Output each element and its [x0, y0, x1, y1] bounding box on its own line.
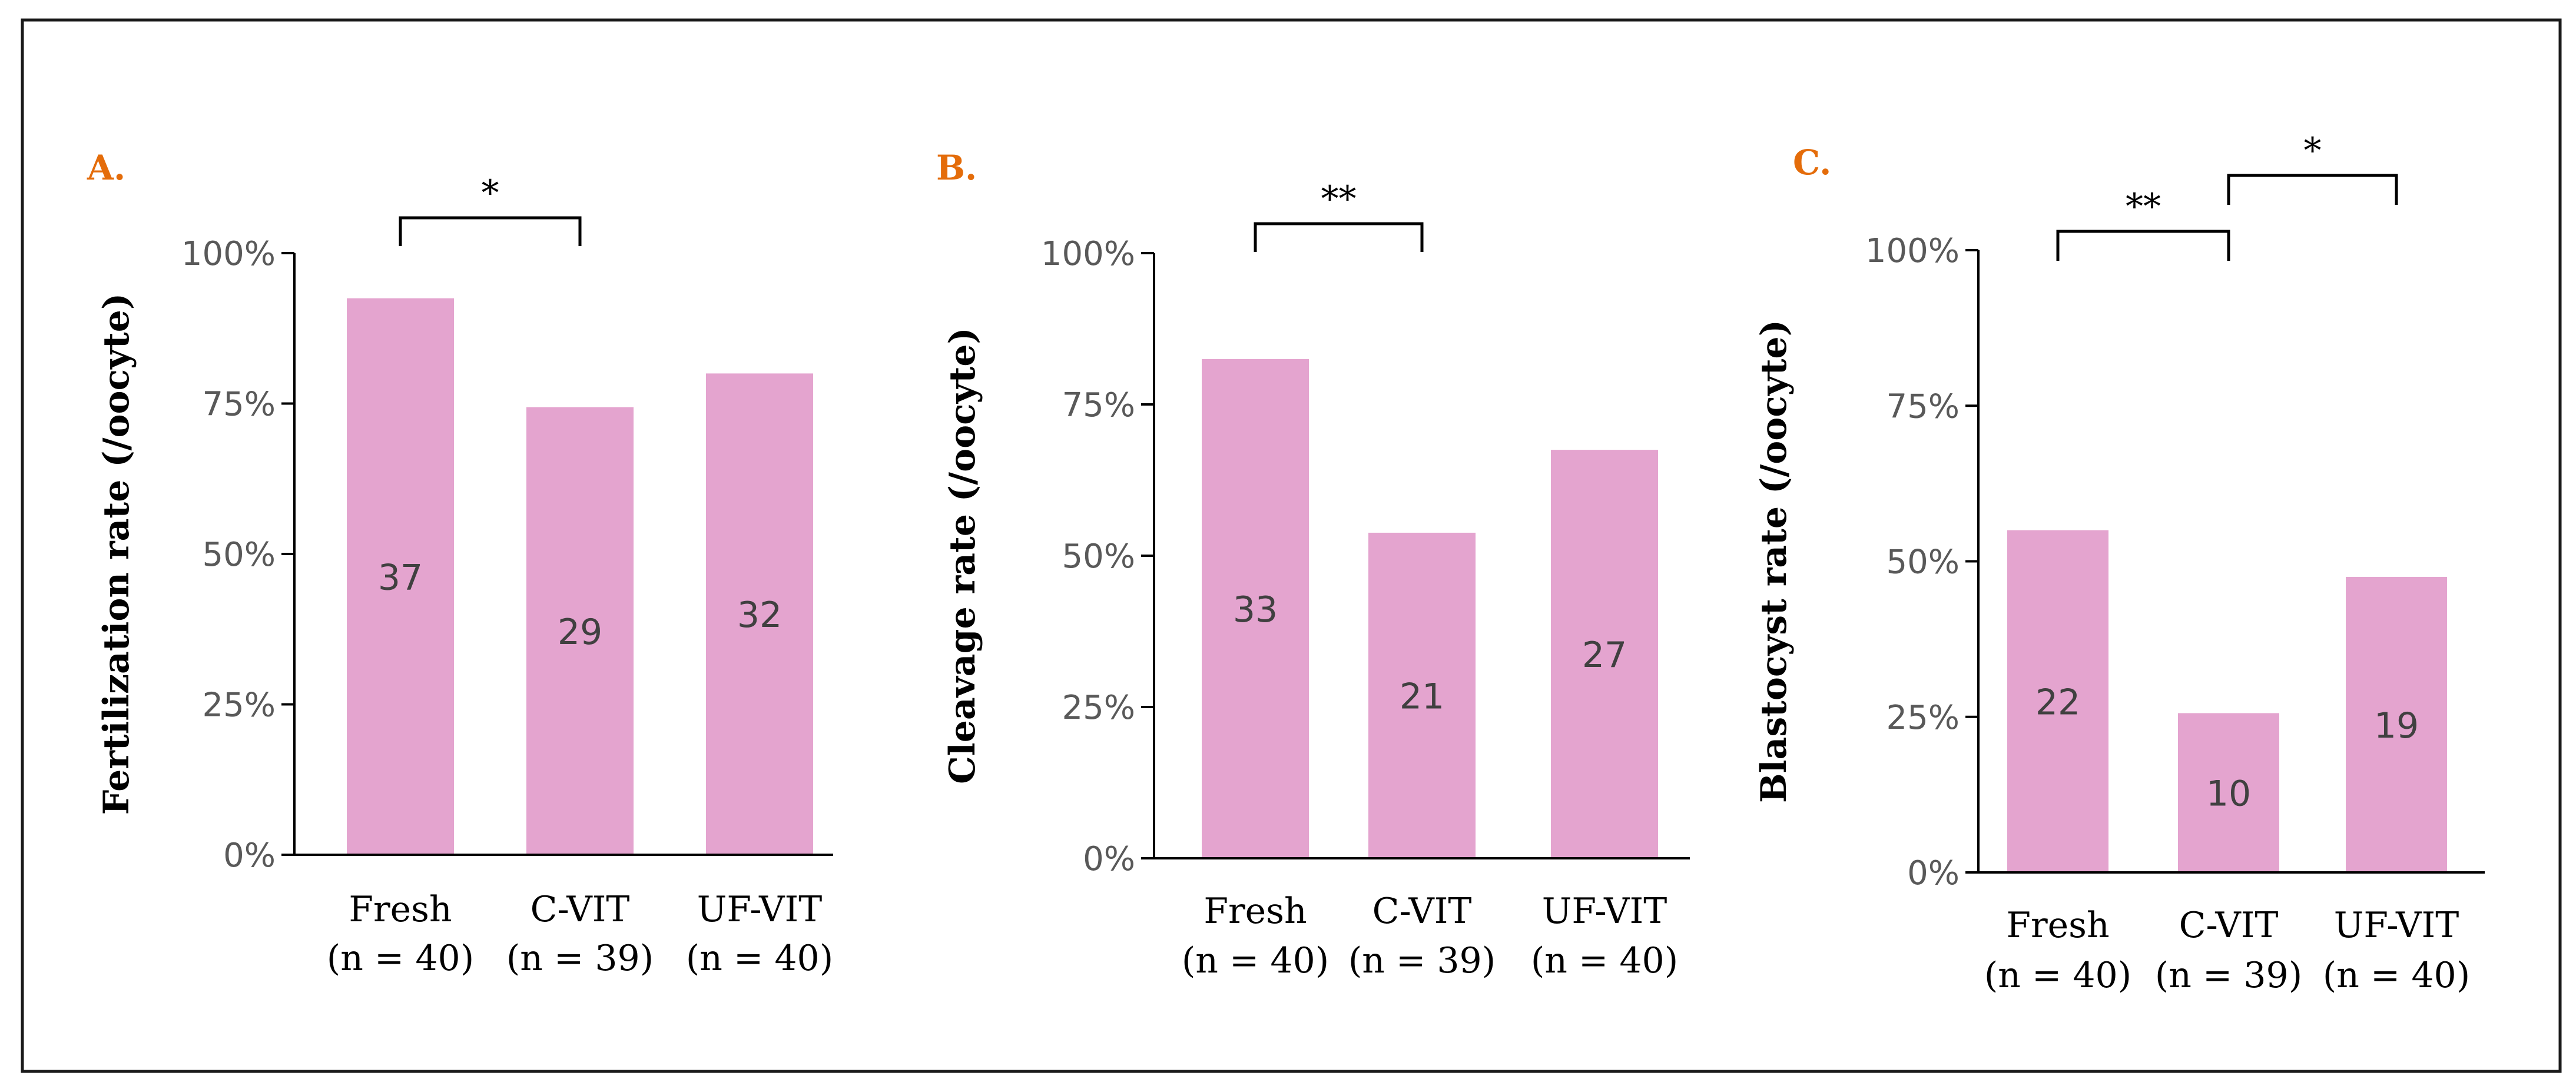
- bar-c-vit: [2178, 713, 2279, 872]
- y-tick-label: 100%: [1865, 232, 1960, 270]
- panel-a: A. Fertilization rate (/oocyte) 37 29 32 0% 25…: [87, 148, 833, 979]
- bar-value-label: 19: [2374, 705, 2419, 746]
- bar-fresh: [2007, 530, 2108, 872]
- x-category-n-label: (n = 39): [1348, 940, 1496, 981]
- bar-value-label: 33: [1233, 589, 1278, 630]
- x-category-n-label: (n = 40): [1182, 940, 1329, 981]
- x-category-n-label: (n = 39): [506, 938, 654, 979]
- y-tick-label: 75%: [1887, 387, 1960, 426]
- bar-value-label: 37: [378, 557, 423, 598]
- y-tick-label: 50%: [1062, 537, 1135, 576]
- bar-value-label: 27: [1582, 635, 1627, 676]
- y-tick-label: 50%: [203, 536, 276, 574]
- x-category-label: Fresh: [2006, 905, 2109, 946]
- y-axis-title: Fertilization rate (/oocyte): [96, 293, 137, 815]
- y-tick-label: 0%: [223, 837, 276, 875]
- bar-uf-vit: [1551, 450, 1658, 858]
- bar-value-label: 10: [2206, 774, 2251, 815]
- bar-fresh: [347, 298, 454, 855]
- y-axis-title: Cleavage rate (/oocyte): [942, 327, 983, 784]
- y-tick-label: 25%: [1062, 689, 1135, 727]
- x-category-n-label: (n = 40): [686, 938, 833, 979]
- bar-value-label: 32: [737, 595, 782, 636]
- x-category-label: Fresh: [349, 889, 452, 930]
- y-axis-title: Blastocyst rate (/oocyte): [1753, 320, 1795, 803]
- bar-value-label: 22: [2035, 682, 2080, 723]
- x-category-label: C-VIT: [2179, 905, 2279, 946]
- x-category-label: C-VIT: [1372, 891, 1472, 932]
- bar-value-label: 21: [1400, 676, 1444, 717]
- y-tick-label: 100%: [181, 235, 276, 273]
- significance-bracket: [2056, 230, 2230, 261]
- significance-marker: **: [1321, 178, 1357, 220]
- bar-uf-vit: [2346, 576, 2447, 872]
- x-category-label: UF-VIT: [1542, 891, 1667, 932]
- y-tick-label: 0%: [1907, 854, 1960, 892]
- x-category-n-label: (n = 40): [1531, 940, 1678, 981]
- y-tick-label: 75%: [203, 386, 276, 424]
- y-tick-label: 25%: [203, 686, 276, 725]
- panel-c: C. Blastocyst rate (/oocyte) 22 10 19 0% 25% 50…: [1753, 130, 2485, 996]
- significance-bracket: [2227, 174, 2398, 205]
- y-tick-label: 100%: [1041, 235, 1135, 273]
- y-tick-label: 25%: [1887, 699, 1960, 737]
- panel-label: B.: [936, 148, 977, 188]
- significance-marker: *: [2304, 130, 2322, 171]
- significance-marker: **: [2126, 186, 2161, 227]
- panel-label: A.: [87, 148, 125, 188]
- bar-value-label: 29: [558, 612, 602, 653]
- y-tick-label: 50%: [1887, 543, 1960, 582]
- x-category-label: UF-VIT: [697, 889, 822, 930]
- x-category-label: UF-VIT: [2334, 905, 2459, 946]
- significance-bracket: [1254, 222, 1424, 252]
- x-category-n-label: (n = 40): [327, 938, 474, 979]
- bar-uf-vit: [706, 373, 813, 855]
- panel-b: B. Cleavage rate (/oocyte) 33 21 27 0% 25% 50% 7…: [936, 148, 1690, 981]
- x-category-n-label: (n = 40): [1984, 955, 2131, 996]
- y-tick-label: 75%: [1062, 386, 1135, 424]
- x-category-n-label: (n = 39): [2155, 955, 2302, 996]
- panel-label: C.: [1793, 142, 1831, 182]
- bar-c-vit: [1368, 532, 1476, 858]
- x-category-label: Fresh: [1204, 891, 1307, 932]
- x-category-n-label: (n = 40): [2323, 955, 2470, 996]
- x-category-label: C-VIT: [531, 889, 630, 930]
- y-tick-label: 0%: [1083, 840, 1135, 878]
- significance-bracket: [399, 216, 582, 246]
- bar-c-vit: [526, 407, 634, 855]
- significance-marker: *: [482, 172, 499, 214]
- bar-fresh: [1202, 359, 1309, 858]
